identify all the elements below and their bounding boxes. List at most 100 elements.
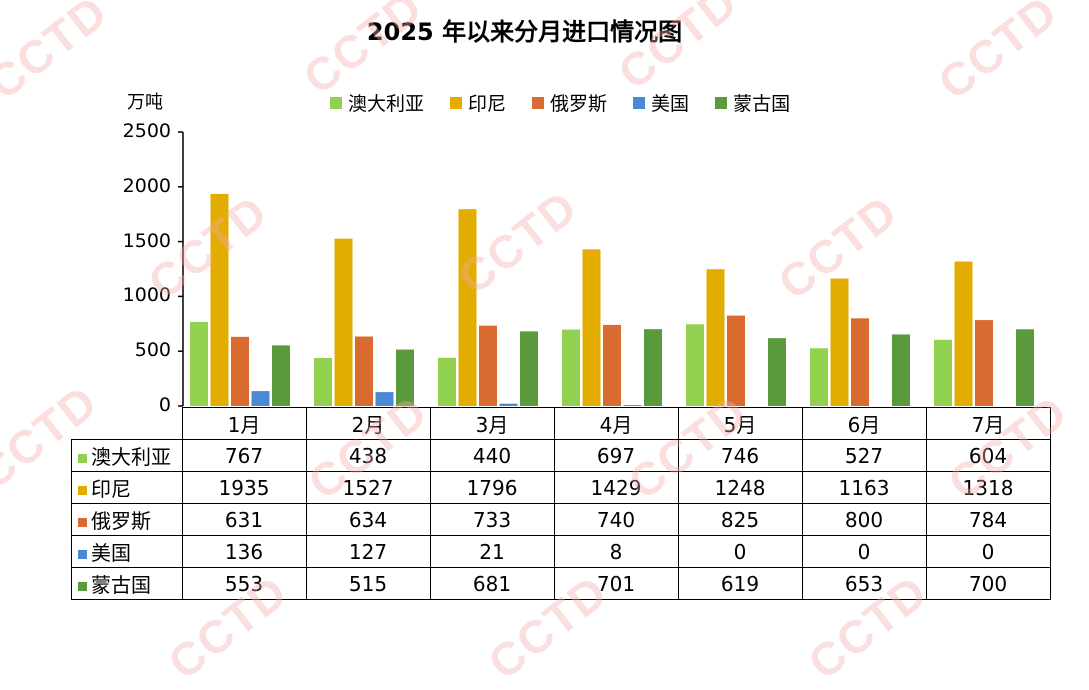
data-label: 515	[305, 567, 431, 600]
bar-3-7	[975, 320, 993, 406]
data-label: 0	[925, 535, 1051, 568]
y-tick-label: 2000	[122, 174, 171, 197]
data-label: 1163	[801, 471, 927, 504]
bar-1-3	[438, 357, 456, 406]
table-corner	[72, 408, 183, 440]
y-tick-label: 500	[134, 339, 171, 362]
x-tick-label: 3月	[429, 407, 555, 440]
table-row-header: 印尼	[71, 471, 183, 504]
row-label: 印尼	[91, 477, 131, 501]
data-label: 800	[801, 503, 927, 536]
chart-title: 2025 年以来分月进口情况图	[366, 18, 683, 46]
bar-5-6	[892, 334, 910, 406]
data-label: 740	[553, 503, 679, 536]
bar-5-1	[272, 345, 290, 406]
legend-item: 印尼	[450, 89, 506, 116]
bar-5-3	[520, 331, 538, 406]
table-row: 蒙古国 553 515 681 701 619 653 700	[71, 567, 1051, 600]
bar-1-7	[934, 339, 952, 406]
bar-5-5	[768, 338, 786, 406]
y-tick-label: 0	[158, 394, 171, 416]
data-label: 8	[553, 535, 679, 568]
data-label: 136	[181, 535, 307, 568]
legend-item: 俄罗斯	[532, 89, 607, 116]
table-header-row: 1月 2月 3月 4月 5月 6月 7月	[72, 407, 1051, 440]
table-row-header: 俄罗斯	[71, 503, 183, 536]
bar-2-4	[582, 249, 601, 406]
bar-1-5	[686, 324, 704, 406]
bar-1-6	[810, 348, 828, 406]
legend-label: 印尼	[468, 93, 507, 115]
legend-swatch	[633, 96, 646, 109]
bar-3-1	[231, 336, 249, 406]
data-label: 697	[553, 439, 679, 472]
data-label: 619	[677, 567, 803, 600]
bar-2-5	[706, 269, 725, 406]
bar-2-3	[458, 209, 477, 406]
data-label: 700	[925, 567, 1051, 600]
data-label: 604	[925, 439, 1051, 472]
bar-plot-area	[178, 131, 1034, 407]
table-row-header: 美国	[71, 535, 183, 568]
legend-swatch	[330, 96, 342, 109]
x-tick-label: 1月	[181, 407, 307, 440]
bar-3-5	[727, 315, 745, 406]
legend-label: 美国	[651, 93, 690, 115]
row-label: 美国	[91, 541, 131, 565]
x-tick-label: 6月	[801, 407, 927, 440]
data-label: 767	[181, 439, 307, 472]
chart-legend: 澳大利亚 印尼 俄罗斯 美国 蒙古国	[330, 89, 816, 116]
bar-1-2	[314, 357, 332, 406]
bar-5-4	[644, 329, 662, 406]
data-label: 701	[553, 567, 679, 600]
x-tick-label: 7月	[925, 407, 1051, 440]
data-label: 0	[677, 535, 803, 568]
data-label: 1527	[305, 471, 431, 504]
bar-4-3	[499, 403, 518, 406]
bar-5-2	[396, 349, 414, 406]
legend-swatch	[450, 96, 463, 109]
row-swatch	[78, 454, 87, 463]
data-label: 127	[305, 535, 431, 568]
row-swatch	[78, 550, 87, 559]
row-label: 澳大利亚	[91, 445, 171, 469]
row-swatch	[78, 486, 87, 495]
legend-label: 俄罗斯	[550, 93, 608, 115]
table-row: 俄罗斯 631 634 733 740 825 800 784	[71, 503, 1051, 536]
row-swatch	[78, 582, 87, 591]
data-label: 784	[925, 503, 1051, 536]
y-axis-unit: 万吨	[127, 92, 163, 113]
legend-item: 蒙古国	[715, 89, 790, 116]
data-label: 0	[801, 535, 927, 568]
y-tick-label: 1500	[122, 229, 171, 252]
x-tick-label: 2月	[305, 407, 431, 440]
data-label: 681	[429, 567, 555, 600]
data-label: 527	[801, 439, 927, 472]
y-tick-label: 1000	[122, 284, 171, 307]
bar-3-3	[479, 325, 497, 406]
bar-2-2	[334, 238, 353, 406]
data-label: 1248	[677, 471, 803, 504]
data-label: 438	[305, 439, 431, 472]
data-label: 631	[181, 503, 307, 536]
data-label: 653	[801, 567, 927, 600]
data-label: 1318	[925, 471, 1051, 504]
bar-3-4	[603, 324, 621, 406]
table-row-header: 澳大利亚	[71, 439, 183, 472]
bar-2-1	[210, 193, 229, 406]
bar-1-4	[562, 329, 580, 406]
x-tick-label: 5月	[677, 407, 803, 440]
data-label: 553	[181, 567, 307, 600]
row-swatch	[78, 518, 87, 527]
legend-label: 蒙古国	[733, 93, 791, 115]
legend-label: 澳大利亚	[348, 93, 425, 115]
bar-5-7	[1016, 329, 1034, 406]
bar-4-2	[375, 392, 394, 406]
table-row: 澳大利亚 767 438 440 697 746 527 604	[71, 439, 1051, 472]
row-label: 俄罗斯	[91, 509, 151, 533]
table-row-header: 蒙古国	[71, 567, 183, 600]
row-label: 蒙古国	[91, 573, 151, 597]
bar-3-6	[851, 318, 869, 406]
data-label: 21	[429, 535, 555, 568]
data-label: 733	[429, 503, 555, 536]
